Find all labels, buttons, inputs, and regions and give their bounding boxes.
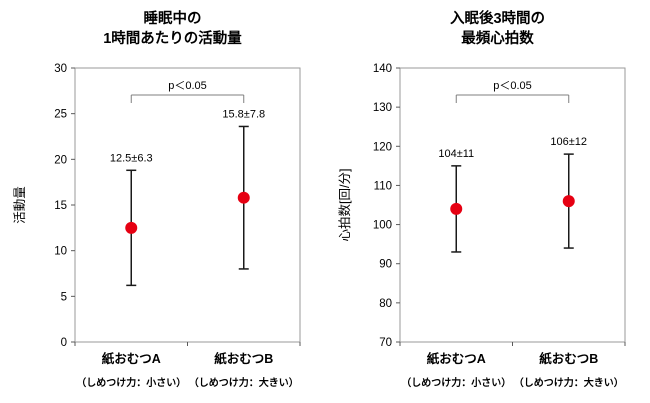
y-tick-label: 30: [54, 63, 67, 75]
y-tick-label: 110: [374, 180, 392, 192]
point-label: 106±12: [550, 136, 587, 148]
y-tick-label: 15: [54, 200, 67, 212]
plot-border: [74, 67, 301, 343]
x-category-label: 紙おむつB: [539, 351, 598, 366]
y-tick-label: 20: [54, 154, 67, 166]
chart-title-line2: 1時間あたりの活動量: [103, 30, 242, 47]
y-tick-label: 120: [373, 141, 392, 153]
x-category-sublabel: （しめつけ力：大きい）: [514, 376, 624, 389]
chart-title-heart-rate: 入眠後3時間の 最頻心拍数: [345, 10, 650, 49]
y-tick-label: 130: [373, 102, 392, 114]
y-tick-label: 25: [54, 109, 67, 121]
x-category-sublabel: （しめつけ力：大きい）: [189, 376, 299, 389]
y-tick-label: 70: [379, 337, 392, 349]
chart-panel-heart-rate: 入眠後3時間の 最頻心拍数 70 80 90 100 110 120 130 140 心拍数[回…: [325, 0, 650, 403]
point-label: 15.8±7.8: [222, 108, 265, 120]
significance-label: p＜0.05: [168, 80, 207, 92]
y-tick-label: 90: [379, 259, 392, 271]
y-axis-label: 心拍数[回/分]: [337, 169, 352, 242]
chart-title-line1: 睡眠中の: [143, 11, 202, 27]
point-label: 12.5±6.3: [110, 152, 153, 164]
point-label: 104±11: [438, 148, 474, 160]
chart-title-line1: 入眠後3時間の: [449, 11, 546, 27]
y-tick-label: 0: [61, 337, 67, 349]
y-tick-label: 100: [373, 220, 392, 232]
chart-title-activity: 睡眠中の 1時間あたりの活動量: [20, 10, 325, 49]
x-category-label: 紙おむつB: [214, 351, 273, 366]
y-tick-label: 140: [373, 63, 392, 75]
data-point: [562, 195, 575, 208]
heart-rate-plot: 70 80 90 100 110 120 130 140 心拍数[回/分] 104±11 紙おむつA…: [337, 63, 626, 389]
x-category-sublabel: （しめつけ力：小さい）: [76, 376, 186, 389]
y-tick-label: 10: [54, 246, 67, 258]
chart-panel-activity: 睡眠中の 1時間あたりの活動量 0 5 10 15 20 25 30 活動量 12.5±6.3 紙…: [13, 10, 325, 389]
chart-title-line2: 最頻心拍数: [461, 30, 534, 47]
x-category-label: 紙おむつA: [102, 351, 161, 366]
data-point: [450, 202, 463, 215]
y-tick-label: 80: [379, 298, 392, 310]
x-category-sublabel: （しめつけ力：小さい）: [401, 376, 511, 389]
x-category-label: 紙おむつA: [427, 351, 486, 366]
plot-border: [399, 67, 626, 343]
y-axis-label: 活動量: [13, 186, 27, 224]
data-point: [125, 221, 138, 234]
activity-plot: 0 5 10 15 20 25 30 活動量 12.5±6.3 紙おむつA （しめつけ力：小さい） 1…: [13, 63, 301, 389]
y-tick-label: 5: [61, 291, 67, 303]
data-point: [237, 191, 250, 204]
significance-label: p＜0.05: [493, 80, 532, 92]
